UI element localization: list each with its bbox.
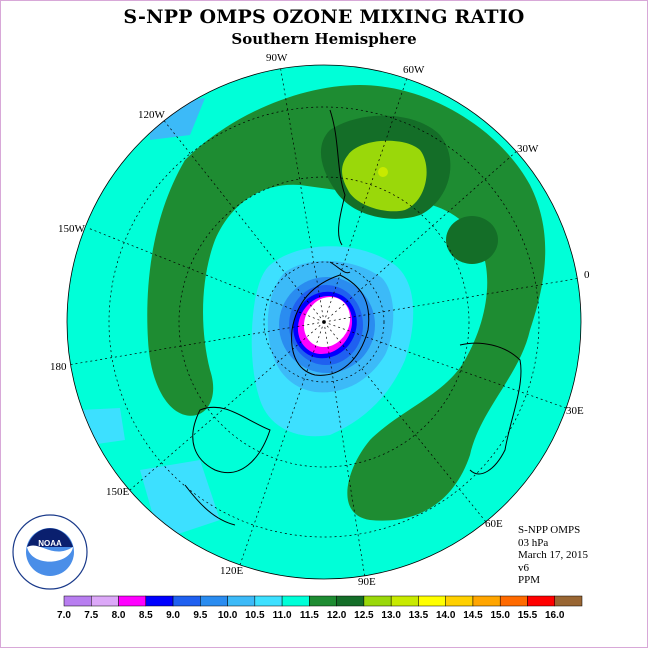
colorbar-swatch (309, 595, 337, 607)
lon-label-60w: 60W (403, 64, 425, 76)
meridian-120w (161, 117, 325, 323)
ozone-field (67, 65, 581, 579)
colorbar-swatch (472, 595, 501, 607)
colorbar-tick-label: 11.0 (273, 610, 292, 621)
field-patch-180 (80, 408, 125, 445)
colorbar-tick-label: 16.0 (545, 610, 565, 621)
coast-islands (184, 484, 236, 526)
colorbar-tick-label: 13.0 (381, 610, 401, 621)
lon-label-120w: 120W (138, 109, 166, 121)
colorbar-tick-label: 7.5 (84, 610, 98, 621)
colorbar-tick-label: 10.5 (245, 610, 265, 621)
colorbar-tick-label: 11.5 (300, 610, 319, 621)
meridian-0 (323, 277, 581, 323)
colorbar-tick-label: 12.5 (354, 610, 374, 621)
lon-label-150e: 150E (106, 486, 130, 498)
info-instrument: S-NPP OMPS (518, 524, 581, 536)
colorbar-tick-label: 12.0 (327, 610, 347, 621)
colorbar-tick-label: 8.0 (112, 610, 126, 621)
colorbar-swatch (499, 595, 528, 607)
coast-antarctica (291, 274, 370, 376)
field-band-115 (147, 85, 546, 521)
colorbar: 7.0 7.5 8.0 8.5 9.0 9.5 10.0 10.5 11.0 11.5 12.0 12… (57, 595, 583, 621)
lon-label-60e: 60E (485, 518, 503, 530)
longitude-labels: 90W 60W 30W 0 30E 60E 90E 120E 150E 180 … (50, 52, 590, 588)
colorbar-tick-label: 8.5 (139, 610, 153, 621)
coastlines (184, 109, 522, 526)
coast-antarctic-peninsula (329, 261, 351, 274)
latitude-ring-2 (178, 176, 470, 468)
meridian-60w (323, 74, 409, 323)
colorbar-tick-label: 14.0 (436, 610, 456, 621)
meridian-180 (67, 321, 325, 366)
map-subtitle: Southern Hemisphere (231, 30, 417, 48)
noaa-logo-text: NOAA (38, 539, 62, 548)
colorbar-swatch (281, 595, 310, 607)
info-date: March 17, 2015 (518, 549, 588, 561)
colorbar-tick-label: 15.5 (518, 610, 538, 621)
lon-label-0: 0 (584, 269, 590, 281)
coast-africa (459, 342, 522, 475)
field-max-130 (378, 167, 388, 177)
coast-south-america (329, 109, 346, 246)
latitude-ring-3 (108, 106, 540, 538)
lon-label-180: 180 (50, 361, 67, 373)
lon-label-120e: 120E (220, 565, 244, 577)
coast-australia (192, 406, 271, 474)
colorbar-swatch (363, 595, 392, 607)
map-title: S-NPP OMPS OZONE MIXING RATIO (123, 6, 525, 28)
info-level: 03 hPa (518, 536, 549, 549)
colorbar-swatches (63, 595, 583, 607)
info-units: PPM (518, 574, 541, 586)
colorbar-tick-label: 9.0 (166, 610, 180, 621)
south-pole-marker (322, 320, 326, 324)
colorbar-swatch (527, 595, 555, 607)
meridian-30w (323, 149, 519, 323)
colorbar-swatch (91, 595, 119, 607)
lon-label-90e: 90E (358, 576, 376, 588)
meridian-90w (279, 65, 325, 323)
colorbar-swatch (390, 595, 419, 607)
latitude-ring-1 (263, 261, 385, 383)
colorbar-tick-label: 9.5 (193, 610, 207, 621)
graticule (67, 65, 581, 579)
colorbar-tick-label: 10.0 (218, 610, 238, 621)
colorbar-tick-label: 14.5 (463, 610, 483, 621)
colorbar-tick-label: 15.0 (490, 610, 510, 621)
colorbar-labels: 7.0 7.5 8.0 8.5 9.0 9.5 10.0 10.5 11.0 11.5 12.0 12… (57, 610, 565, 621)
colorbar-tick-label: 13.5 (409, 610, 429, 621)
map-boundary (66, 64, 582, 580)
meridian-150w (87, 227, 325, 323)
colorbar-swatch (445, 595, 474, 607)
colorbar-swatch (172, 595, 201, 607)
colorbar-swatch (418, 595, 446, 607)
noaa-logo: NOAA (12, 514, 88, 590)
colorbar-swatch (63, 595, 92, 607)
lon-label-150w: 150W (58, 223, 86, 235)
colorbar-swatch (118, 595, 147, 607)
lon-label-30e: 30E (566, 405, 584, 417)
lon-label-30w: 30W (517, 143, 539, 155)
lon-label-90w: 90W (266, 52, 288, 64)
info-version: v6 (518, 561, 529, 574)
colorbar-swatch (200, 595, 228, 607)
colorbar-swatch (145, 595, 174, 607)
product-info: S-NPP OMPS 03 hPa March 17, 2015 v6 PPM (518, 524, 588, 587)
colorbar-swatch (554, 595, 583, 607)
colorbar-swatch (254, 595, 283, 607)
meridian-90e (323, 321, 366, 579)
field-core-30w (446, 216, 498, 264)
field-polar-hole (303, 296, 351, 348)
colorbar-swatch (227, 595, 256, 607)
colorbar-tick-label: 7.0 (57, 610, 71, 621)
colorbar-swatch (336, 595, 365, 607)
